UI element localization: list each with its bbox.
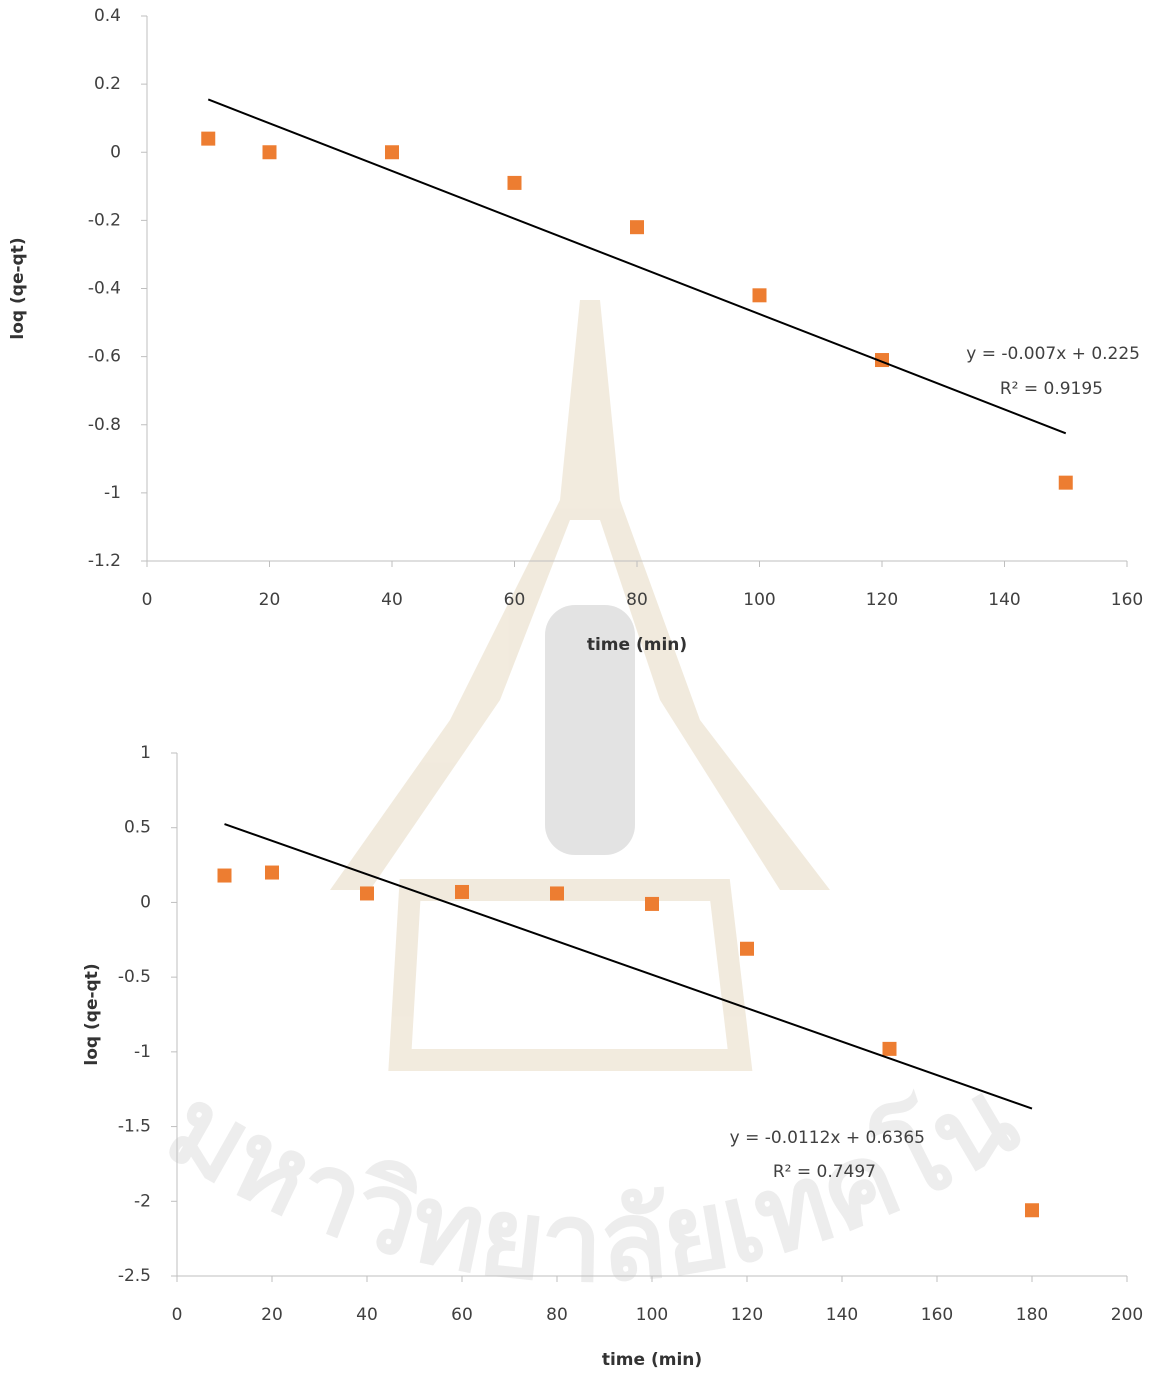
x-tick-label: 100 [743, 590, 775, 610]
x-tick-label: 60 [504, 590, 526, 610]
x-tick-label: 140 [988, 590, 1020, 610]
y-tick-label: 0.5 [124, 818, 151, 838]
point [201, 132, 215, 146]
x-tick-label: 200 [1111, 1305, 1143, 1325]
trendline-equation: y = -0.007x + 0.225 [966, 344, 1140, 364]
x-tick-label: 0 [172, 1305, 183, 1325]
point [263, 145, 277, 159]
point [740, 942, 754, 956]
y-tick-label: -0.6 [88, 347, 121, 367]
point [550, 886, 564, 900]
watermark-text-path: มหาวิทยาลัยเทคโนโลยีสุรนาร [0, 0, 1037, 1307]
watermark-text: มหาวิทยาลัยเทคโนโลยีสุรนาร [0, 0, 1037, 1307]
y-axis-title: loq (qe-qt) [8, 237, 28, 339]
y-tick-label: -1.2 [88, 551, 121, 571]
y-tick-label: -2.5 [118, 1266, 151, 1286]
point [630, 220, 644, 234]
point [1025, 1203, 1039, 1217]
x-tick-label: 40 [356, 1305, 378, 1325]
x-tick-label: 100 [636, 1305, 668, 1325]
point [265, 866, 279, 880]
page: มหาวิทยาลัยเทคโนโลยีสุรนาร -1.2 -1 -0.8 -0.… [0, 0, 1151, 1376]
x-tick-label: 80 [546, 1305, 568, 1325]
x-axis-title: time (min) [587, 635, 687, 655]
point [385, 145, 399, 159]
x-tick-label: 160 [1111, 590, 1143, 610]
y-tick-label: -0.4 [88, 279, 121, 299]
y-tick-label: -1.5 [118, 1117, 151, 1137]
y-tick-label: 0.4 [94, 6, 121, 26]
x-tick-label: 80 [626, 590, 648, 610]
x-tick-label: 40 [381, 590, 403, 610]
x-tick-label: 20 [261, 1305, 283, 1325]
x-axis-title: time (min) [602, 1350, 702, 1370]
trendline-r2: R² = 0.7497 [773, 1162, 876, 1182]
y-tick-label: -2 [134, 1191, 151, 1211]
x-tick-label: 60 [451, 1305, 473, 1325]
point [1059, 476, 1073, 490]
y-tick-label: 0 [140, 892, 151, 912]
x-tick-label: 0 [142, 590, 153, 610]
x-tick-label: 180 [1016, 1305, 1048, 1325]
point [455, 885, 469, 899]
y-axis-title: loq (qe-qt) [82, 963, 102, 1065]
x-tick-label: 120 [731, 1305, 763, 1325]
point [753, 288, 767, 302]
point [508, 176, 522, 190]
y-tick-label: 1 [140, 743, 151, 763]
y-tick-label: 0 [110, 142, 121, 162]
x-tick-label: 120 [866, 590, 898, 610]
point [360, 886, 374, 900]
x-tick-label: 140 [826, 1305, 858, 1325]
y-tick-label: 0.2 [94, 74, 121, 94]
point [883, 1042, 897, 1056]
trendline-equation: y = -0.0112x + 0.6365 [730, 1128, 925, 1148]
y-tick-label: -0.2 [88, 210, 121, 230]
y-tick-label: -1 [134, 1042, 151, 1062]
x-tick-label: 20 [259, 590, 281, 610]
y-tick-label: -1 [104, 483, 121, 503]
trendline [208, 99, 1066, 433]
y-tick-label: -0.5 [118, 967, 151, 987]
point [218, 869, 232, 883]
x-tick-label: 160 [921, 1305, 953, 1325]
trendline-r2: R² = 0.9195 [1000, 379, 1103, 399]
point [645, 897, 659, 911]
y-tick-label: -0.8 [88, 415, 121, 435]
watermark-logo [330, 300, 830, 1060]
